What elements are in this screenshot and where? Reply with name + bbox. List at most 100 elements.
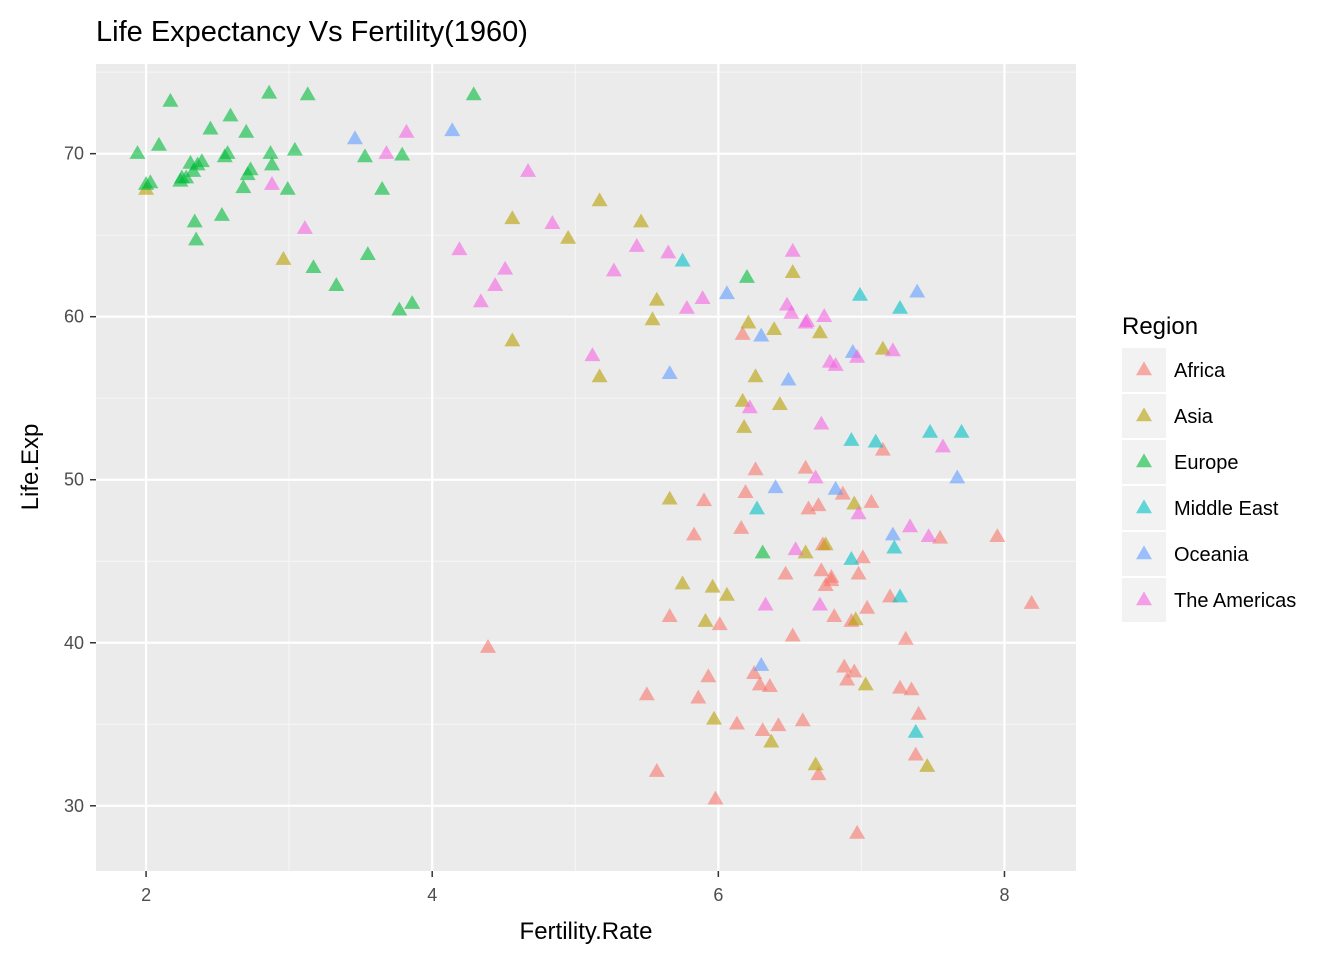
point-europe: [235, 179, 252, 194]
point-africa: [910, 705, 927, 720]
point-oceania: [444, 122, 461, 137]
y-tick-label: 30: [64, 796, 84, 816]
point-middle-east: [953, 423, 970, 438]
point-the-americas: [660, 244, 677, 259]
point-middle-east: [851, 286, 868, 301]
point-europe: [359, 246, 376, 261]
point-the-americas: [296, 220, 313, 234]
point-asia: [807, 756, 824, 771]
point-the-americas: [694, 290, 711, 305]
point-africa: [849, 824, 866, 839]
point-asia: [704, 578, 721, 593]
point-the-americas: [807, 469, 824, 484]
point-africa: [836, 658, 853, 673]
point-the-americas: [544, 215, 561, 230]
major-gridlines: [96, 64, 1076, 871]
point-the-americas: [783, 304, 800, 319]
point-europe: [356, 148, 373, 163]
point-africa: [747, 461, 764, 476]
legend: Region Africa Asia Europe Middle East Oceani…: [1122, 313, 1296, 622]
point-africa: [648, 762, 665, 777]
legend-label-middle-east: Middle East: [1174, 498, 1279, 520]
point-middle-east: [892, 299, 909, 314]
point-europe: [213, 207, 230, 221]
point-europe: [162, 92, 179, 107]
point-europe: [150, 136, 167, 151]
point-the-americas: [487, 277, 504, 291]
point-africa: [751, 676, 768, 691]
point-oceania: [949, 469, 966, 484]
point-asia: [847, 611, 864, 626]
point-asia: [747, 368, 764, 383]
legend-title: Region: [1122, 313, 1198, 340]
x-tick-label: 8: [999, 885, 1009, 905]
x-tick-label: 2: [141, 885, 151, 905]
point-the-americas: [497, 260, 514, 275]
point-the-americas: [757, 596, 774, 611]
point-europe: [263, 156, 280, 171]
point-europe: [465, 86, 482, 101]
point-africa: [777, 565, 794, 580]
legend-label-oceania: Oceania: [1174, 544, 1249, 566]
point-europe: [305, 259, 322, 274]
point-africa: [810, 766, 827, 781]
minor-gridlines: [96, 64, 1076, 871]
point-middle-east: [748, 500, 765, 515]
point-europe: [404, 295, 421, 309]
point-oceania: [827, 480, 844, 495]
point-middle-east: [674, 252, 691, 267]
point-the-americas: [605, 262, 622, 277]
chart-title: Life Expectancy Vs Fertility(1960): [96, 16, 528, 48]
point-africa: [839, 671, 856, 686]
point-the-americas: [520, 163, 537, 177]
point-oceania: [753, 656, 770, 671]
point-africa: [863, 493, 880, 508]
point-the-americas: [451, 241, 468, 256]
point-africa: [874, 441, 891, 456]
point-middle-east: [843, 551, 860, 565]
point-asia: [591, 192, 608, 207]
point-africa: [690, 689, 707, 704]
point-europe: [242, 161, 259, 176]
point-asia: [275, 251, 292, 265]
point-africa: [826, 608, 843, 622]
y-tick-label: 60: [64, 307, 84, 327]
point-oceania: [884, 526, 901, 541]
point-europe: [328, 277, 345, 291]
point-europe: [129, 145, 146, 159]
point-the-americas: [741, 399, 758, 414]
point-europe: [738, 268, 755, 283]
point-europe: [238, 123, 255, 138]
point-europe: [394, 146, 411, 161]
point-europe: [279, 180, 296, 195]
point-the-americas: [849, 348, 866, 363]
legend-label-africa: Africa: [1174, 360, 1226, 382]
point-the-americas: [813, 415, 830, 430]
point-europe: [222, 107, 239, 122]
point-asia: [771, 396, 788, 410]
point-middle-east: [867, 433, 884, 448]
point-asia: [811, 324, 828, 339]
point-asia: [766, 321, 783, 336]
point-oceania: [753, 327, 770, 342]
point-the-americas: [811, 596, 828, 611]
point-africa: [846, 663, 863, 678]
point-africa: [859, 599, 876, 614]
point-the-americas: [816, 308, 833, 322]
point-the-americas: [628, 238, 645, 252]
point-oceania: [767, 479, 784, 494]
point-the-americas: [799, 312, 816, 327]
point-africa: [932, 529, 949, 544]
point-africa: [770, 717, 787, 732]
point-asia: [661, 490, 678, 505]
point-asia: [763, 733, 780, 748]
point-africa: [754, 722, 771, 737]
point-europe: [374, 180, 391, 195]
point-middle-east: [892, 588, 909, 603]
point-europe: [391, 301, 408, 316]
point-asia: [817, 536, 834, 551]
point-europe: [261, 84, 278, 99]
x-tick-label: 6: [713, 885, 723, 905]
point-oceania: [909, 283, 926, 298]
legend-marker-oceania: [1136, 545, 1152, 560]
